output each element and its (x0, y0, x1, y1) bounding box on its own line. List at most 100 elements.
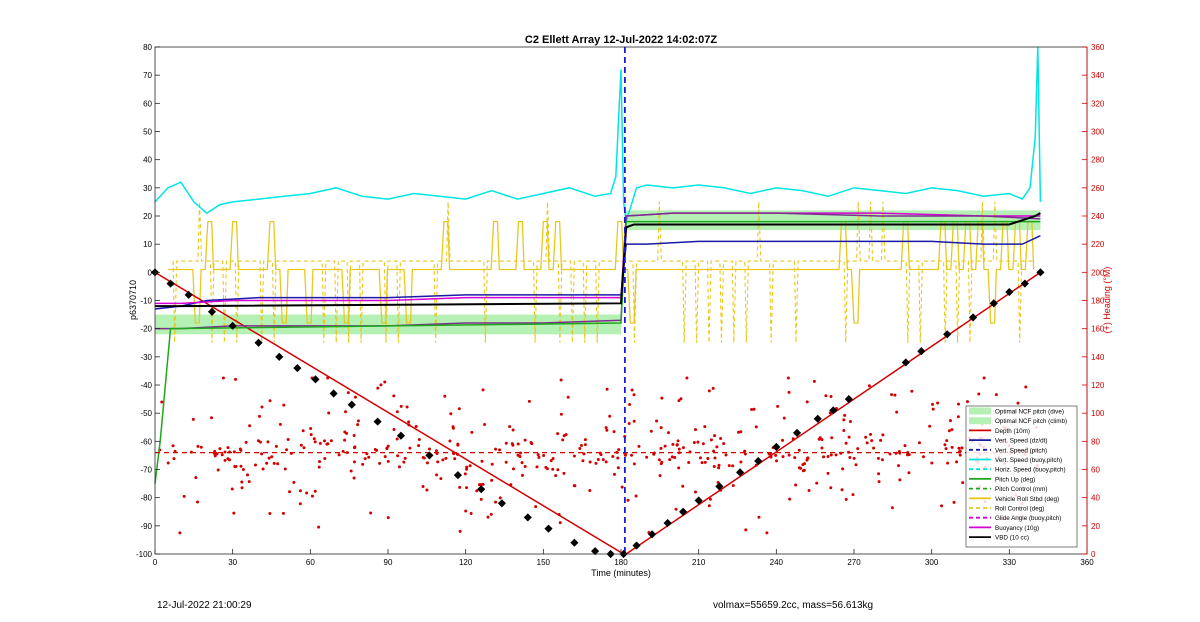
heading-dot (417, 444, 421, 448)
heading-dot (865, 441, 869, 445)
heading-dot (346, 391, 350, 395)
legend-label: Optimal NCF pitch (climb) (995, 418, 1067, 425)
heading-dot (562, 471, 566, 475)
legend-label: Vert. Speed (dz/dt) (995, 438, 1048, 445)
heading-dot (309, 427, 313, 431)
heading-dot (172, 457, 176, 461)
heading-dot (537, 455, 541, 459)
heading-dot (685, 376, 689, 380)
heading-dot (292, 480, 296, 484)
heading-dot (948, 419, 952, 423)
depth-marker (347, 400, 356, 409)
heading-dot (221, 376, 225, 380)
heading-dot (843, 413, 847, 417)
depth-marker (829, 406, 838, 415)
heading-dot (703, 425, 707, 429)
heading-dot (238, 447, 242, 451)
heading-dot (583, 438, 587, 442)
heading-dot (483, 423, 487, 427)
heading-dot (386, 444, 390, 448)
heading-dot (558, 521, 562, 525)
heading-dot (854, 463, 858, 467)
heading-dot (668, 458, 672, 462)
y-axis-left: -100-90-80-70-60-50-40-30-20-10010203040… (136, 43, 160, 559)
heading-dot (611, 455, 615, 459)
heading-dot (349, 469, 353, 473)
heading-dot (657, 458, 661, 462)
y-left-tick-label: 40 (143, 156, 152, 165)
heading-dot (774, 453, 778, 457)
heading-dot (356, 419, 360, 423)
depth-marker (275, 352, 284, 361)
heading-dot (383, 380, 387, 384)
heading-dot (671, 442, 675, 446)
y-right-tick-label: 360 (1091, 43, 1105, 52)
heading-dot (703, 460, 707, 464)
x-tick-label: 90 (384, 558, 393, 567)
heading-dot (698, 456, 702, 460)
heading-dot (826, 454, 830, 458)
y-left-tick-label: 50 (143, 128, 152, 137)
heading-dot (178, 531, 182, 535)
heading-dot (712, 449, 716, 453)
heading-dot (898, 478, 902, 482)
depth-marker (228, 321, 237, 330)
heading-dot (707, 389, 711, 393)
heading-dot (458, 485, 462, 489)
heading-dot (736, 430, 740, 434)
y-axis-left-label: p6370710 (128, 280, 138, 320)
heading-dot (422, 456, 426, 460)
heading-dot (727, 464, 731, 468)
heading-dot (399, 404, 403, 408)
heading-dot (679, 397, 683, 401)
heading-dot (352, 460, 356, 464)
heading-dot (781, 455, 785, 459)
depth-marker (736, 468, 745, 477)
depth-marker (813, 414, 822, 423)
x-tick-label: 120 (459, 558, 473, 567)
heading-dot (677, 399, 681, 403)
heading-dot (298, 489, 302, 493)
heading-dot (583, 443, 587, 447)
y-right-tick-label: 180 (1091, 297, 1105, 306)
heading-dot (880, 458, 884, 462)
heading-dot (414, 425, 418, 429)
x-tick-label: 270 (847, 558, 861, 567)
heading-dot (261, 467, 265, 471)
heading-dot (572, 454, 576, 458)
heading-dot (786, 376, 790, 380)
heading-dot (392, 427, 396, 431)
series-vehicle-roll (167, 220, 1035, 324)
heading-dot (239, 464, 243, 468)
heading-dot (952, 500, 956, 504)
heading-dot (781, 438, 785, 442)
depth-marker (373, 417, 382, 426)
heading-dot (425, 488, 429, 492)
y-left-tick-label: 30 (143, 184, 152, 193)
heading-dot (464, 509, 468, 513)
heading-dot (408, 446, 412, 450)
heading-dot (717, 466, 721, 470)
heading-dot (906, 451, 910, 455)
heading-dot (652, 452, 656, 456)
depth-marker (254, 338, 263, 347)
heading-dot (191, 417, 195, 421)
y-right-tick-label: 60 (1091, 466, 1100, 475)
heading-dot (994, 393, 998, 397)
heading-dot (658, 474, 662, 478)
y-right-tick-label: 40 (1091, 494, 1100, 503)
legend-label: Roll Control (deg) (995, 506, 1044, 513)
heading-dot (594, 461, 598, 465)
heading-dot (907, 453, 911, 457)
heading-dot (604, 426, 608, 430)
heading-dot (470, 430, 474, 434)
heading-dot (534, 505, 538, 509)
legend-label: Pitch Control (mm) (995, 486, 1047, 493)
heading-dot (344, 410, 348, 414)
heading-dot (627, 421, 631, 425)
x-tick-label: 300 (925, 558, 939, 567)
heading-dot (612, 472, 616, 476)
heading-dot (232, 511, 236, 515)
heading-dot (632, 462, 636, 466)
heading-dot (579, 444, 583, 448)
